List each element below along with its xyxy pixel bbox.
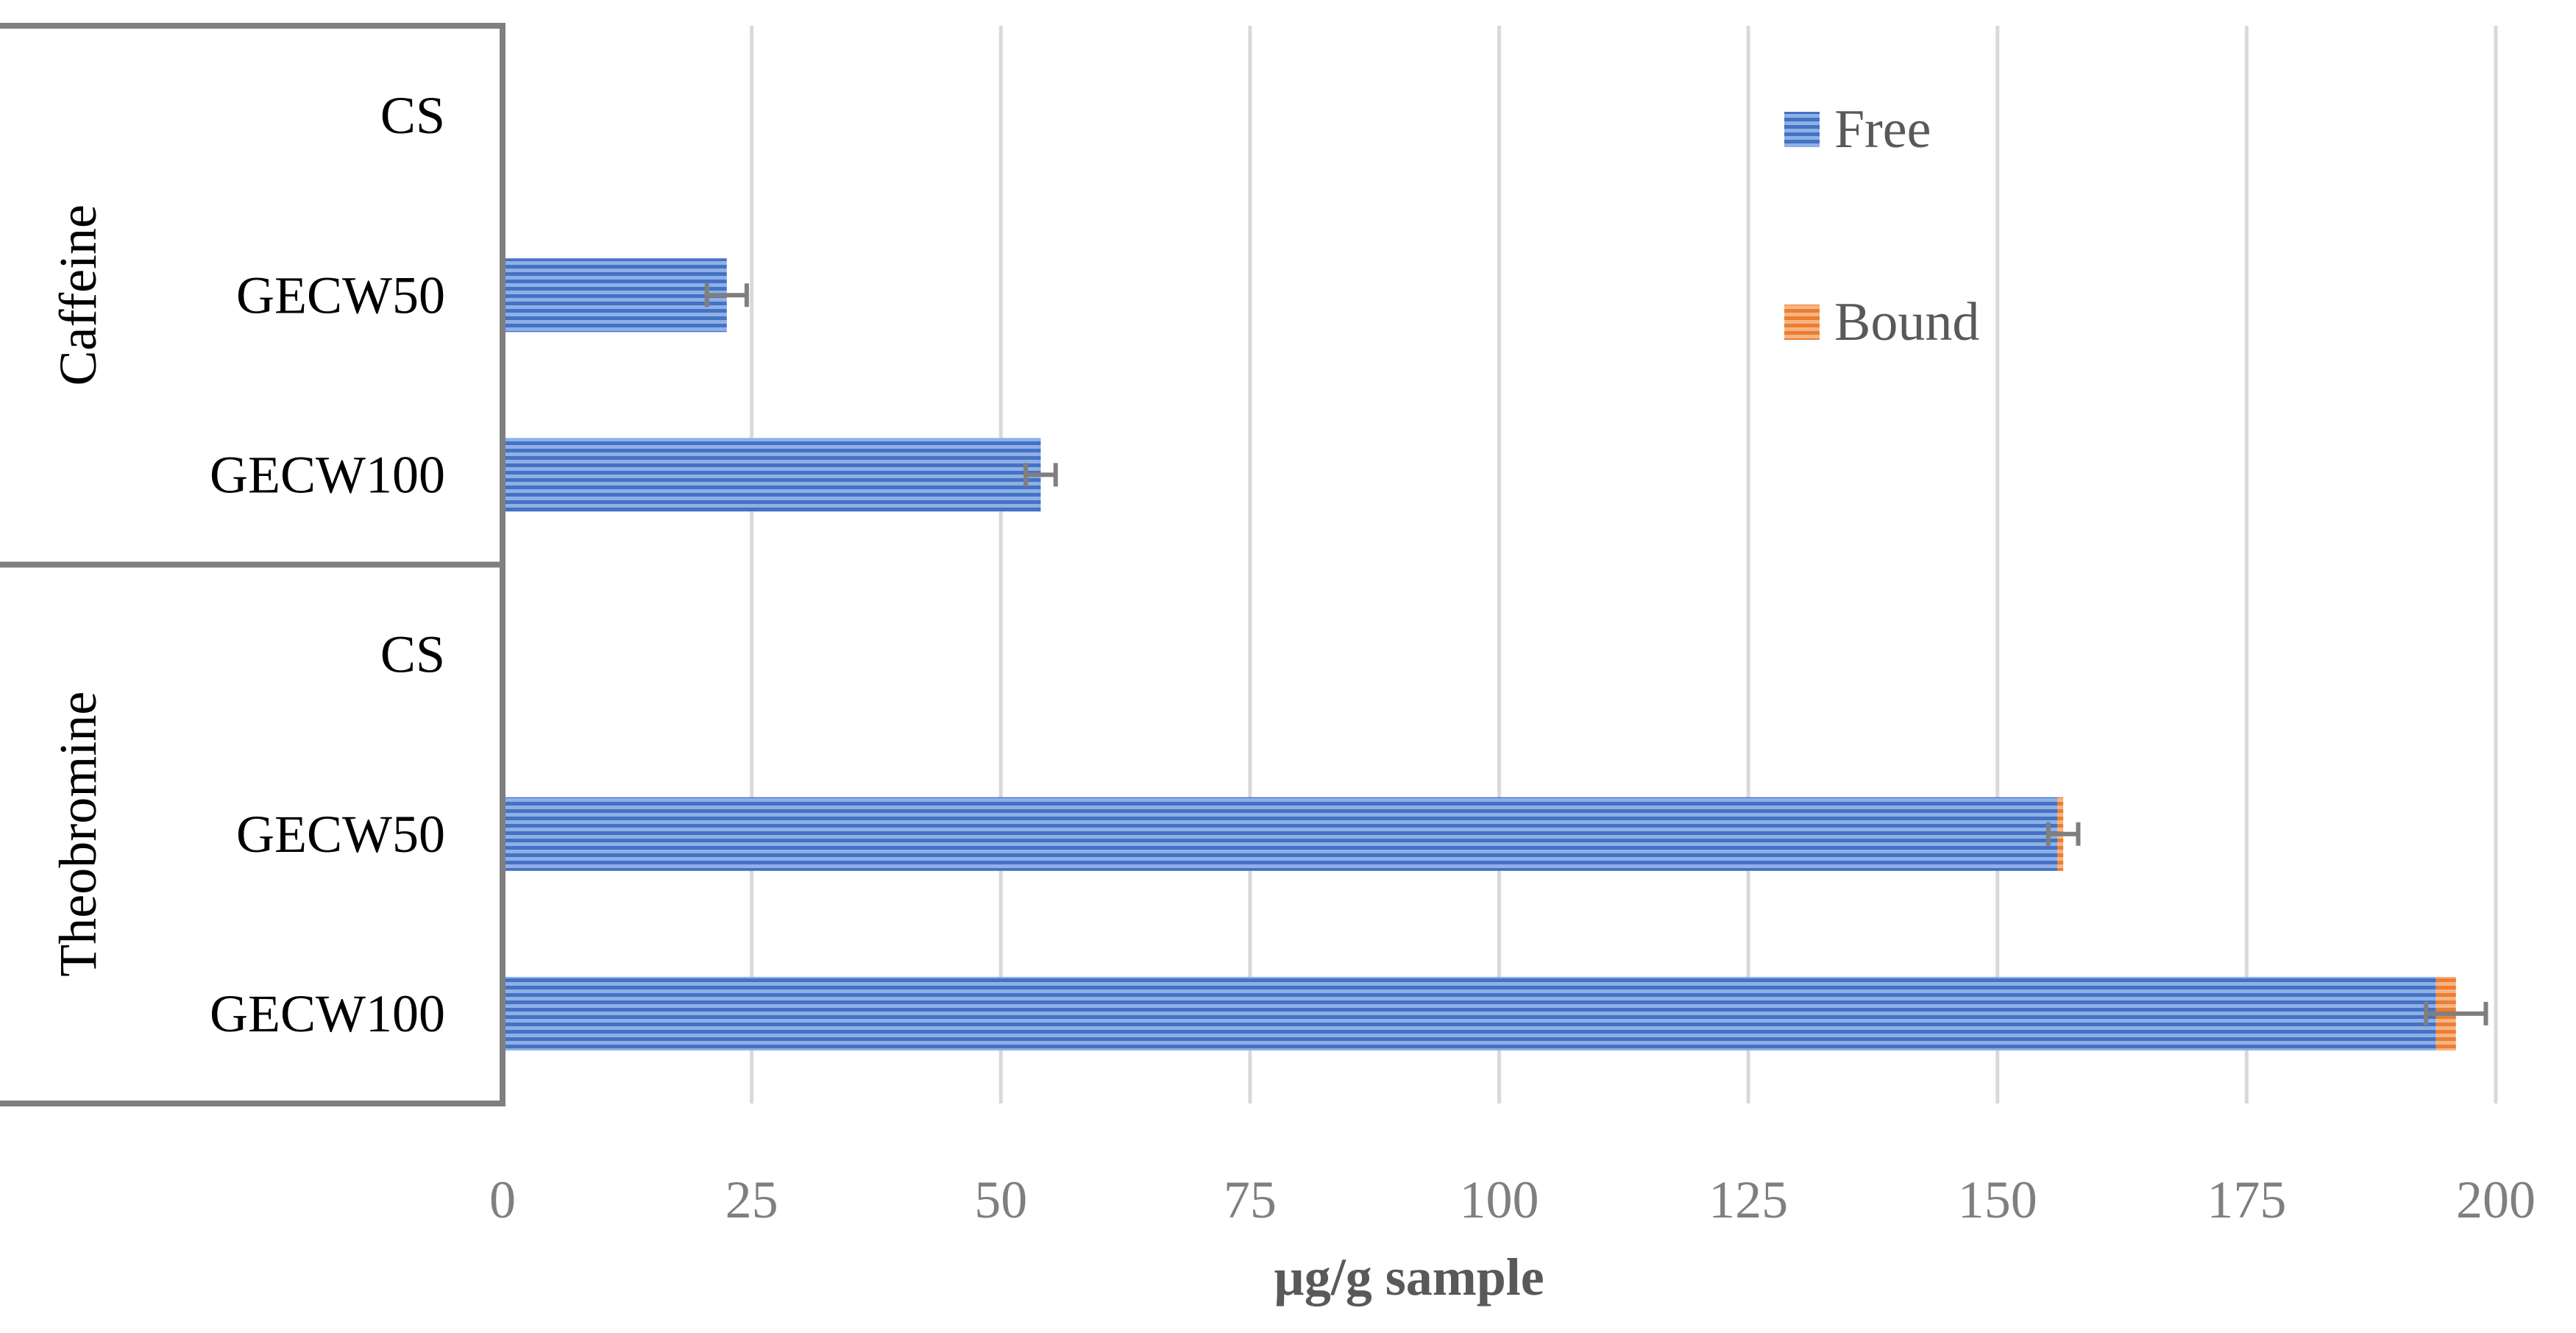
free-bar <box>503 438 1041 512</box>
group-label-caffeine: Caffeine <box>49 205 107 386</box>
category-frame <box>0 23 505 1106</box>
bars <box>503 258 2456 1051</box>
category-label: GECW50 <box>236 805 445 864</box>
group-label-theobromine: Theobromine <box>49 692 107 977</box>
x-tick-labels: 0 25 50 75 100 125 150 175 200 <box>489 1170 2536 1229</box>
category-label: GECW100 <box>210 984 445 1043</box>
x-tick-label: 150 <box>1958 1170 2037 1229</box>
x-tick-label: 75 <box>1224 1170 1277 1229</box>
category-label: CS <box>380 86 445 145</box>
legend: Free Bound <box>1784 99 1979 352</box>
x-tick-label: 50 <box>974 1170 1027 1229</box>
category-label: GECW100 <box>210 445 445 504</box>
x-axis-title: µg/g sample <box>1274 1248 1544 1307</box>
error-bars <box>704 283 2488 1025</box>
category-label: GECW50 <box>236 266 445 324</box>
bound-legend-label: Bound <box>1834 292 1979 352</box>
bound-legend-swatch <box>1784 305 1820 340</box>
x-tick-label: 100 <box>1460 1170 1539 1229</box>
x-tick-label: 25 <box>725 1170 778 1229</box>
x-tick-label: 0 <box>489 1170 516 1229</box>
x-tick-label: 125 <box>1709 1170 1788 1229</box>
x-tick-label: 175 <box>2207 1170 2286 1229</box>
free-legend-label: Free <box>1834 99 1931 160</box>
free-legend-swatch <box>1784 112 1820 147</box>
free-bar <box>503 797 2058 871</box>
free-bar <box>503 258 727 333</box>
gridlines <box>750 26 2498 1103</box>
category-labels: CS GECW50 GECW100 Caffeine CS GECW50 GECW100 Th… <box>49 86 445 1043</box>
x-tick-label: 200 <box>2456 1170 2536 1229</box>
category-label: CS <box>380 625 445 684</box>
free-bar <box>503 976 2436 1051</box>
